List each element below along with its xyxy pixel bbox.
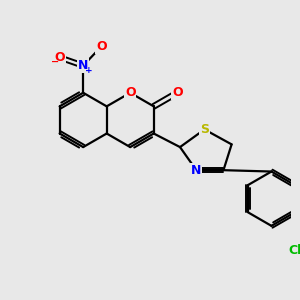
- Text: O: O: [96, 40, 106, 53]
- Text: +: +: [85, 66, 93, 75]
- Text: −: −: [51, 56, 59, 66]
- Text: N: N: [78, 59, 88, 72]
- Text: O: O: [125, 86, 136, 99]
- Text: O: O: [54, 51, 65, 64]
- Text: S: S: [200, 123, 209, 136]
- Text: Cl: Cl: [288, 244, 300, 257]
- Text: O: O: [172, 86, 183, 99]
- Text: N: N: [191, 164, 202, 177]
